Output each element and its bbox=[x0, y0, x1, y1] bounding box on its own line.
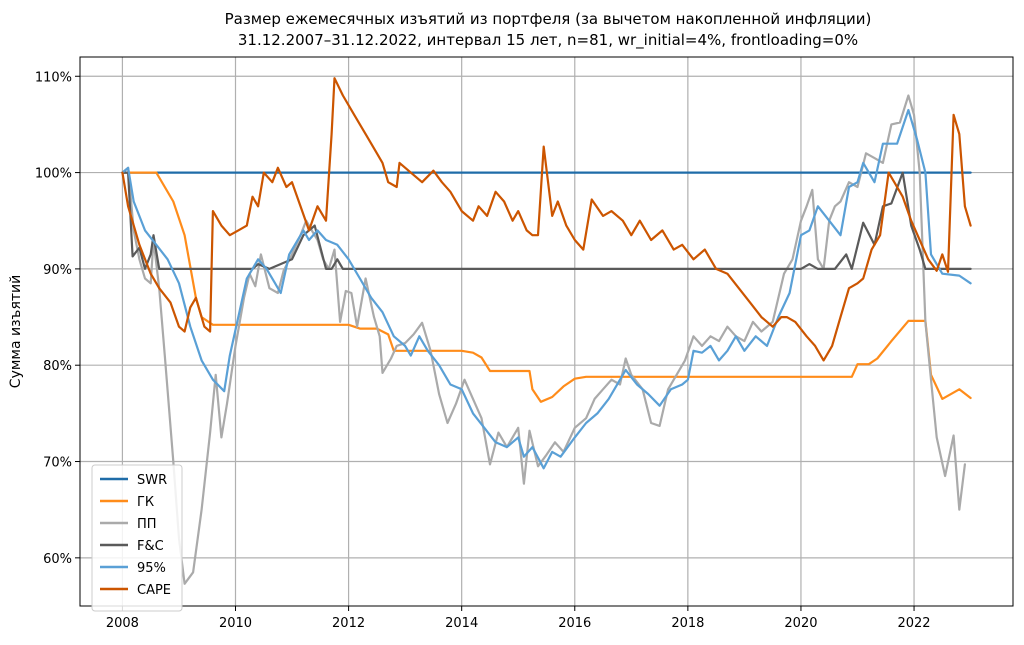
x-tick-label: 2016 bbox=[558, 616, 591, 631]
grid bbox=[80, 57, 1013, 606]
y-tick-label: 80% bbox=[43, 359, 72, 374]
x-tick-label: 2008 bbox=[106, 616, 139, 631]
y-tick-label: 100% bbox=[35, 167, 72, 182]
x-tick-label: 2010 bbox=[219, 616, 252, 631]
y-tick-label: 90% bbox=[43, 263, 72, 278]
legend: SWR ГК ПП F&C 95% CAPE bbox=[91, 464, 183, 612]
axis-ticks: 2008 2010 2012 2014 2016 2018 2020 2022 60% 70% 80… bbox=[35, 70, 931, 631]
x-tick-label: 2012 bbox=[332, 616, 365, 631]
x-tick-label: 2018 bbox=[671, 616, 704, 631]
legend-label: ГК bbox=[137, 495, 154, 510]
x-tick-label: 2014 bbox=[445, 616, 478, 631]
series-line-3 bbox=[121, 171, 972, 270]
series-line-4 bbox=[121, 108, 972, 470]
legend-label: ПП bbox=[137, 517, 157, 532]
legend-label: F&C bbox=[137, 539, 164, 554]
series-line-2 bbox=[121, 94, 966, 585]
y-tick-label: 60% bbox=[43, 552, 72, 567]
y-axis-label: Сумма изъятий bbox=[8, 275, 24, 388]
y-tick-label: 110% bbox=[35, 70, 72, 85]
x-tick-label: 2020 bbox=[784, 616, 817, 631]
series-line-5 bbox=[121, 77, 972, 362]
legend-label: 95% bbox=[137, 561, 166, 576]
chart-title: Размер ежемесячных изъятий из портфеля (… bbox=[225, 10, 872, 28]
chart-subtitle: 31.12.2007–31.12.2022, интервал 15 лет, … bbox=[238, 31, 858, 50]
plot-frame bbox=[79, 56, 1014, 607]
legend-label: SWR bbox=[137, 473, 167, 488]
legend-label: CAPE bbox=[137, 583, 171, 598]
y-tick-label: 70% bbox=[43, 456, 72, 471]
x-tick-label: 2022 bbox=[897, 616, 930, 631]
series-layer bbox=[121, 77, 972, 585]
